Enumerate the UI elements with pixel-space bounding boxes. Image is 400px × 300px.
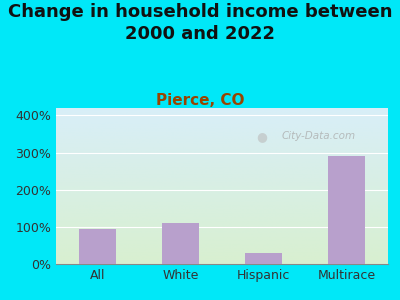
Text: Pierce, CO: Pierce, CO — [156, 93, 244, 108]
Text: City-Data.com: City-Data.com — [282, 131, 356, 141]
Bar — [328, 156, 365, 264]
Bar — [79, 229, 116, 264]
Text: ●: ● — [256, 130, 267, 142]
Bar — [162, 223, 199, 264]
Bar — [245, 253, 282, 264]
Text: Change in household income between
2000 and 2022: Change in household income between 2000 … — [8, 3, 392, 43]
